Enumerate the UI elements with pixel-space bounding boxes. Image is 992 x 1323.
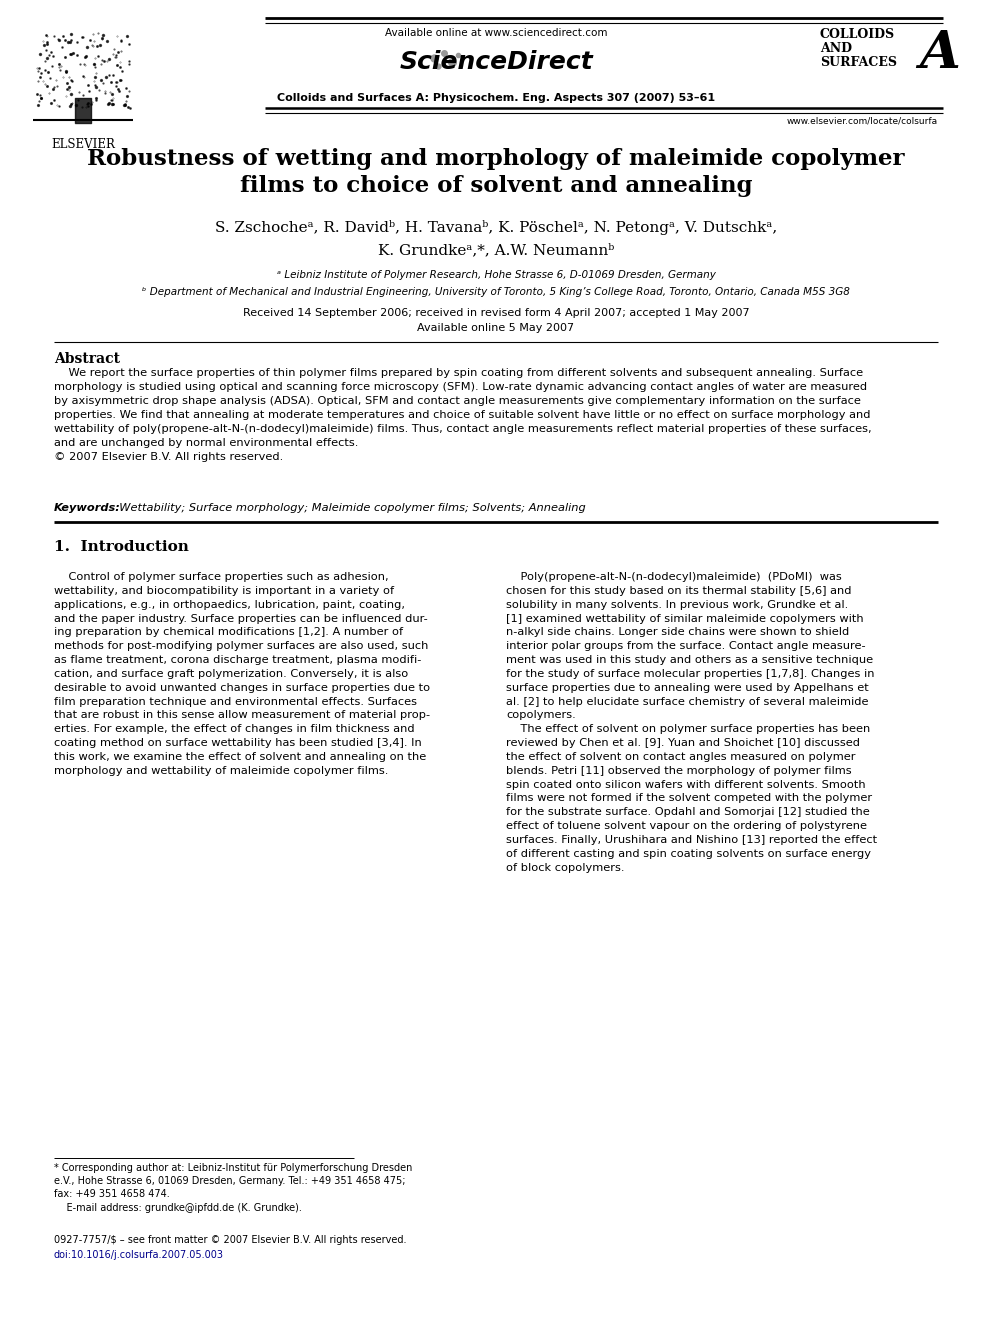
Text: www.elsevier.com/locate/colsurfa: www.elsevier.com/locate/colsurfa (787, 116, 938, 124)
Text: K. Grundkeᵃ,*, A.W. Neumannᵇ: K. Grundkeᵃ,*, A.W. Neumannᵇ (378, 243, 614, 257)
Text: S. Zschocheᵃ, R. Davidᵇ, H. Tavanaᵇ, K. Pöschelᵃ, N. Petongᵃ, V. Dutschkᵃ,: S. Zschocheᵃ, R. Davidᵇ, H. Tavanaᵇ, K. … (215, 220, 777, 235)
Text: Robustness of wetting and morphology of maleimide copolymer: Robustness of wetting and morphology of … (87, 148, 905, 169)
Text: 0927-7757/$ – see front matter © 2007 Elsevier B.V. All rights reserved.: 0927-7757/$ – see front matter © 2007 El… (54, 1234, 407, 1245)
Text: Received 14 September 2006; received in revised form 4 April 2007; accepted 1 Ma: Received 14 September 2006; received in … (243, 308, 749, 318)
Text: Colloids and Surfaces A: Physicochem. Eng. Aspects 307 (2007) 53–61: Colloids and Surfaces A: Physicochem. En… (277, 93, 715, 103)
Text: ᵇ Department of Mechanical and Industrial Engineering, University of Toronto, 5 : ᵇ Department of Mechanical and Industria… (142, 287, 850, 296)
Text: Control of polymer surface properties such as adhesion,
wettability, and biocomp: Control of polymer surface properties su… (54, 572, 431, 775)
Text: * Corresponding author at: Leibniz-Institut für Polymerforschung Dresden
e.V., H: * Corresponding author at: Leibniz-Insti… (54, 1163, 413, 1213)
Text: A: A (920, 28, 960, 79)
Text: Available online at www.sciencedirect.com: Available online at www.sciencedirect.co… (385, 28, 607, 38)
Text: COLLOIDS: COLLOIDS (820, 28, 895, 41)
Text: films to choice of solvent and annealing: films to choice of solvent and annealing (240, 175, 752, 197)
Text: Available online 5 May 2007: Available online 5 May 2007 (418, 323, 574, 333)
Text: 1.  Introduction: 1. Introduction (54, 540, 188, 554)
Text: doi:10.1016/j.colsurfa.2007.05.003: doi:10.1016/j.colsurfa.2007.05.003 (54, 1250, 224, 1259)
Text: Wettability; Surface morphology; Maleimide copolymer films; Solvents; Annealing: Wettability; Surface morphology; Maleimi… (112, 503, 585, 513)
Text: AND: AND (820, 42, 852, 56)
Text: We report the surface properties of thin polymer films prepared by spin coating : We report the surface properties of thin… (54, 368, 872, 462)
Text: ScienceDirect: ScienceDirect (399, 50, 593, 74)
Text: Poly(propene-alt-N-(n-dodecyl)maleimide)  (PDoMI)  was
chosen for this study bas: Poly(propene-alt-N-(n-dodecyl)maleimide)… (506, 572, 877, 873)
Text: Abstract: Abstract (54, 352, 120, 366)
Text: ᵃ Leibniz Institute of Polymer Research, Hohe Strasse 6, D-01069 Dresden, German: ᵃ Leibniz Institute of Polymer Research,… (277, 270, 715, 280)
Text: Keywords:: Keywords: (54, 503, 121, 513)
Text: SURFACES: SURFACES (820, 56, 897, 69)
Text: ELSEVIER: ELSEVIER (51, 138, 115, 151)
